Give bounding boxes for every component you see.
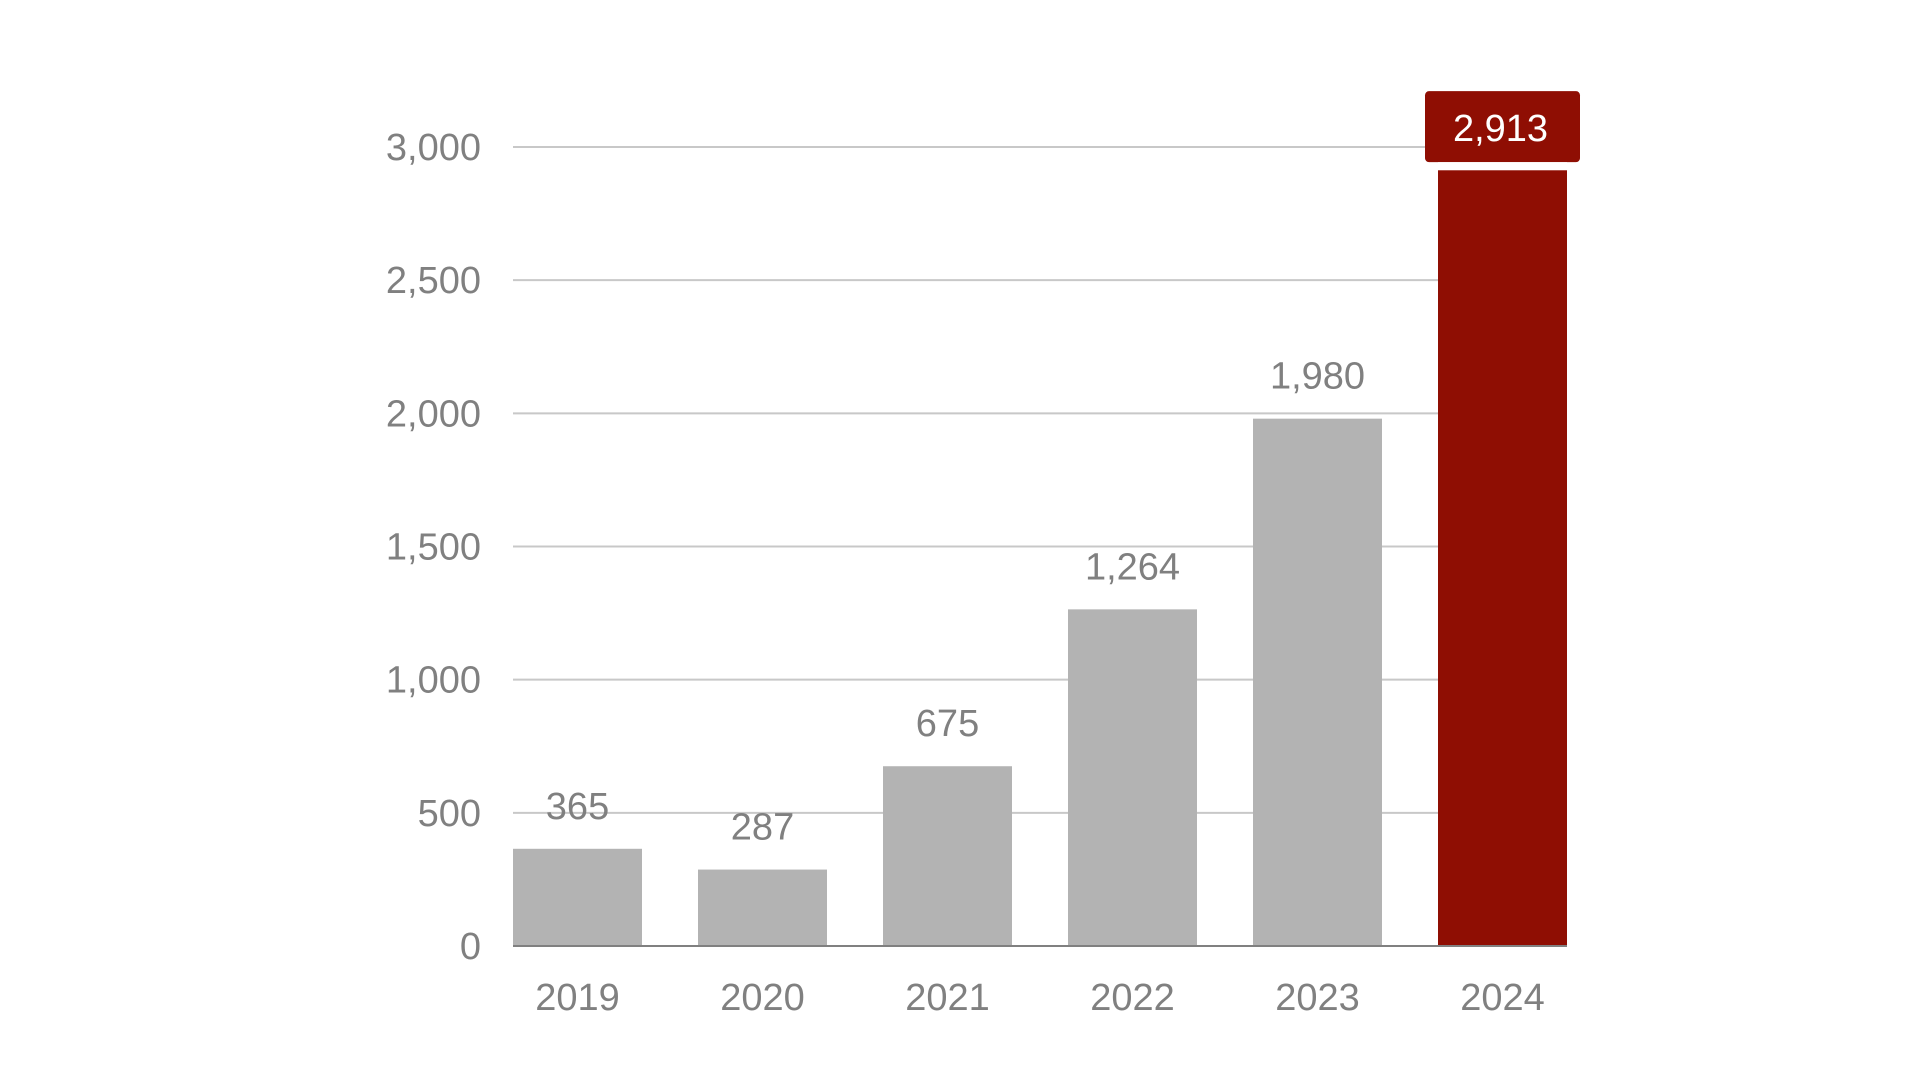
bar-2019 [513, 848, 642, 946]
bar-2021 [883, 766, 1012, 946]
x-tick-label: 2019 [535, 977, 620, 1019]
y-tick-label: 500 [418, 793, 481, 835]
data-label: 287 [731, 807, 794, 849]
y-tick-label: 2,500 [386, 260, 481, 302]
x-tick-label: 2024 [1460, 977, 1545, 1019]
data-label: 2,913 [1453, 108, 1548, 150]
data-label: 1,264 [1085, 546, 1180, 588]
x-tick-label: 2021 [905, 977, 990, 1019]
y-tick-label: 2,000 [386, 393, 481, 435]
y-tick-label: 3,000 [386, 127, 481, 169]
x-tick-label: 2022 [1090, 977, 1175, 1019]
data-label: 365 [546, 786, 609, 828]
x-tick-label: 2023 [1275, 977, 1360, 1019]
x-tick-label: 2020 [720, 977, 805, 1019]
y-tick-label: 0 [460, 926, 481, 968]
bar-2023 [1253, 418, 1382, 946]
data-label: 1,980 [1270, 356, 1365, 398]
highlight-label-box [1425, 91, 1580, 163]
data-label: 675 [916, 703, 979, 745]
label-gap [1438, 162, 1567, 171]
bar-2020 [698, 869, 827, 946]
bar-2024 [1438, 170, 1567, 946]
y-tick-label: 1,500 [386, 527, 481, 569]
y-tick-label: 1,000 [386, 660, 481, 702]
bar-2022 [1068, 609, 1197, 946]
